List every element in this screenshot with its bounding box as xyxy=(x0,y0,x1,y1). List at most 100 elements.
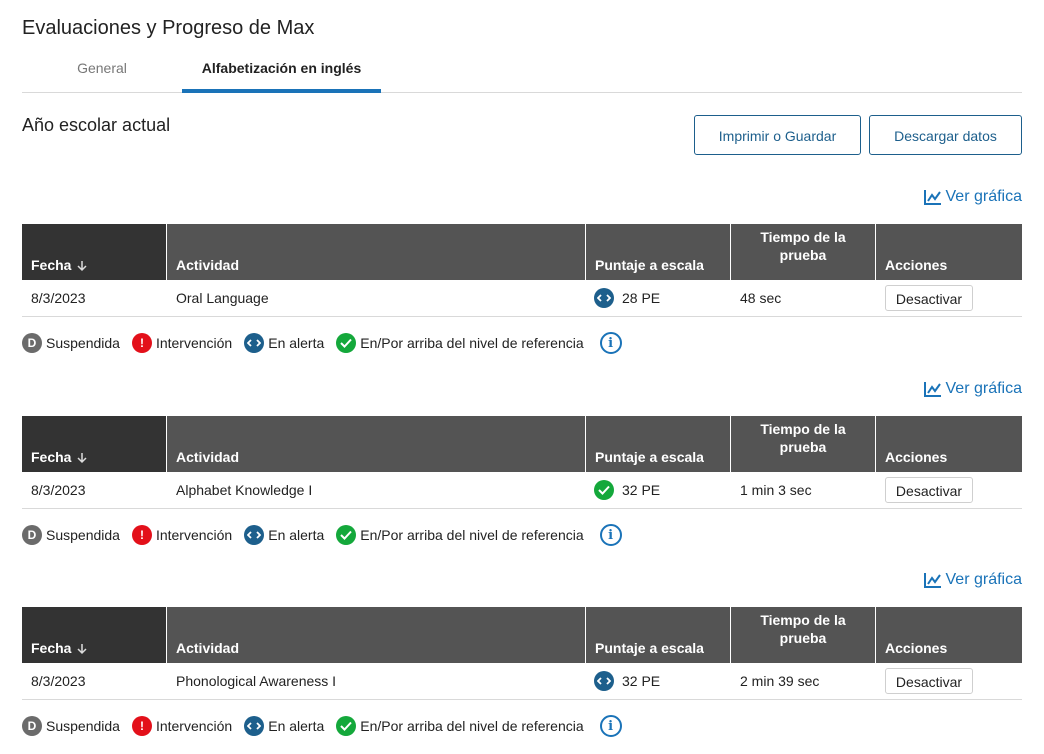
header-actions: Acciones xyxy=(876,416,1022,472)
header-test-time-line2: prueba xyxy=(779,630,827,646)
header-test-time: Tiempo de la prueba xyxy=(731,416,875,472)
row-test-time: 1 min 3 sec xyxy=(740,482,812,498)
deactivate-button[interactable]: Desactivar xyxy=(885,285,973,311)
header-date-label: Fecha xyxy=(31,640,72,656)
alert-eye-icon xyxy=(244,333,265,353)
header-scale-score-label: Puntaje a escala xyxy=(595,449,704,465)
header-activity: Actividad xyxy=(167,607,585,663)
line-chart-icon xyxy=(923,382,941,397)
legend-above: En/Por arriba del nivel de referencia xyxy=(360,718,584,734)
column-divider xyxy=(730,416,731,472)
header-actions-label: Acciones xyxy=(885,257,948,273)
row-date: 8/3/2023 xyxy=(31,673,86,689)
row-score: 32 PE xyxy=(594,472,660,508)
legend-alert: En alerta xyxy=(268,527,325,543)
row-actions: Desactivar xyxy=(885,472,973,508)
row-test-time: 2 min 39 sec xyxy=(740,673,820,689)
table-header: Fecha Actividad Puntaje a escala Tiempo … xyxy=(22,607,1022,663)
suspended-icon: D xyxy=(22,333,42,353)
header-date[interactable]: Fecha xyxy=(22,607,166,663)
column-divider xyxy=(166,416,167,472)
check-icon xyxy=(594,480,614,500)
column-divider xyxy=(166,224,167,280)
row-date: 8/3/2023 xyxy=(31,290,86,306)
column-divider xyxy=(730,224,731,280)
legend-suspended: Suspendida xyxy=(46,527,120,543)
table-row: 8/3/2023 Alphabet Knowledge I 32 PE 1 mi… xyxy=(22,472,1022,509)
tab-bar: General Alfabetización en inglés xyxy=(22,52,1022,93)
view-chart-label: Ver gráfica xyxy=(945,380,1022,397)
table-row: 8/3/2023 Oral Language 28 PE 48 sec Desa… xyxy=(22,280,1022,317)
legend-intervention: Intervención xyxy=(155,527,233,543)
deactivate-button[interactable]: Desactivar xyxy=(885,668,973,694)
download-data-button[interactable]: Descargar datos xyxy=(869,115,1022,155)
tab-general[interactable]: General xyxy=(77,60,127,76)
status-legend: D Suspendida ! Intervención En alerta En/P… xyxy=(22,330,622,356)
sort-down-icon xyxy=(77,453,87,464)
line-chart-icon xyxy=(923,190,941,205)
header-scale-score: Puntaje a escala xyxy=(586,224,730,280)
row-score-value: 28 PE xyxy=(622,290,661,306)
table-header: Fecha Actividad Puntaje a escala Tiempo … xyxy=(22,416,1022,472)
column-divider xyxy=(585,416,586,472)
legend-suspended: Suspendida xyxy=(46,335,120,351)
row-score-value: 32 PE xyxy=(622,673,661,689)
column-divider xyxy=(730,607,731,663)
legend-alert: En alerta xyxy=(268,718,325,734)
view-chart-link[interactable]: Ver gráfica xyxy=(923,379,1022,399)
intervention-icon: ! xyxy=(131,333,152,353)
header-activity-label: Actividad xyxy=(176,449,240,465)
column-divider xyxy=(875,224,876,280)
suspended-icon: D xyxy=(22,716,42,736)
row-activity: Phonological Awareness I xyxy=(176,673,337,689)
row-score-value: 32 PE xyxy=(622,482,661,498)
column-divider xyxy=(166,607,167,663)
header-scale-score: Puntaje a escala xyxy=(586,607,730,663)
info-icon[interactable]: i xyxy=(599,332,622,354)
alert-eye-icon xyxy=(244,525,265,545)
header-test-time: Tiempo de la prueba xyxy=(731,607,875,663)
header-date[interactable]: Fecha xyxy=(22,224,166,280)
column-divider xyxy=(875,416,876,472)
row-activity: Oral Language xyxy=(176,290,269,306)
check-icon xyxy=(336,525,357,545)
check-icon xyxy=(336,716,357,736)
info-icon[interactable]: i xyxy=(599,715,622,737)
legend-suspended: Suspendida xyxy=(46,718,120,734)
header-scale-score-label: Puntaje a escala xyxy=(595,640,704,656)
legend-above: En/Por arriba del nivel de referencia xyxy=(360,527,584,543)
sort-down-icon xyxy=(77,644,87,655)
row-score: 28 PE xyxy=(594,280,660,316)
view-chart-label: Ver gráfica xyxy=(945,188,1022,205)
header-actions-label: Acciones xyxy=(885,640,948,656)
row-test-time: 48 sec xyxy=(740,290,782,306)
column-divider xyxy=(585,607,586,663)
legend-alert: En alerta xyxy=(268,335,325,351)
row-activity: Alphabet Knowledge I xyxy=(176,482,313,498)
intervention-icon: ! xyxy=(131,525,152,545)
header-test-time-line1: Tiempo de la xyxy=(760,612,846,628)
info-icon[interactable]: i xyxy=(599,524,622,546)
legend-intervention: Intervención xyxy=(155,718,233,734)
column-divider xyxy=(585,224,586,280)
header-activity: Actividad xyxy=(167,416,585,472)
header-actions: Acciones xyxy=(876,607,1022,663)
alert-eye-icon xyxy=(244,716,265,736)
intervention-icon: ! xyxy=(131,716,152,736)
row-score: 32 PE xyxy=(594,663,660,699)
row-actions: Desactivar xyxy=(885,280,973,316)
status-legend: D Suspendida ! Intervención En alerta En/P… xyxy=(22,522,622,548)
header-test-time-line1: Tiempo de la xyxy=(760,229,846,245)
column-divider xyxy=(875,607,876,663)
header-scale-score-label: Puntaje a escala xyxy=(595,257,704,273)
suspended-icon: D xyxy=(22,525,42,545)
header-date[interactable]: Fecha xyxy=(22,416,166,472)
deactivate-button[interactable]: Desactivar xyxy=(885,477,973,503)
view-chart-link[interactable]: Ver gráfica xyxy=(923,187,1022,207)
print-save-button[interactable]: Imprimir o Guardar xyxy=(694,115,861,155)
header-test-time: Tiempo de la prueba xyxy=(731,224,875,280)
header-activity: Actividad xyxy=(167,224,585,280)
tab-english-literacy[interactable]: Alfabetización en inglés xyxy=(182,52,381,93)
header-activity-label: Actividad xyxy=(176,257,240,273)
view-chart-link[interactable]: Ver gráfica xyxy=(923,570,1022,590)
